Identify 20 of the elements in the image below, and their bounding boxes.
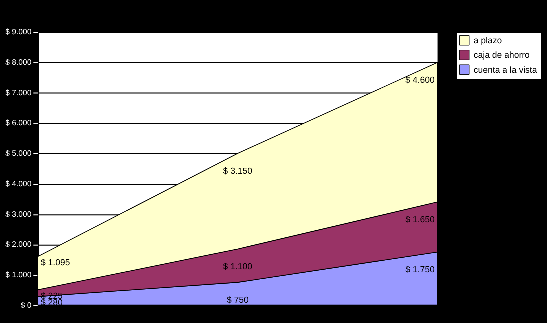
data-label: $ 1.100 <box>223 262 253 272</box>
y-tick-label: $ 9.000 <box>6 28 32 37</box>
y-tick-label: $ 3.000 <box>6 210 32 219</box>
y-tick-label: $ 2.000 <box>6 240 32 250</box>
data-label: $ 1.650 <box>406 214 435 225</box>
data-label: $ 750 <box>226 295 250 306</box>
y-tick-label: $ 6.000 <box>6 118 32 128</box>
legend-label: a plazo <box>474 36 502 46</box>
data-label: $ 4.600 <box>406 75 435 86</box>
data-label: $ 1.095 <box>40 258 70 268</box>
y-tick-label: $ 8.000 <box>6 58 32 68</box>
y-tick-label: $ 0 <box>20 300 32 310</box>
data-label: $ 3.150 <box>223 166 253 176</box>
y-tick-label: $ 5.000 <box>6 149 32 158</box>
legend-label: cuenta a la vista <box>474 64 538 75</box>
data-label: $ 1.750 <box>406 264 435 275</box>
y-tick-label: $ 7.000 <box>6 88 32 98</box>
y-tick-label: $ 4.000 <box>6 179 32 188</box>
legend-label: caja de ahorro <box>474 50 530 60</box>
y-tick-label: $ 1.000 <box>6 270 32 280</box>
